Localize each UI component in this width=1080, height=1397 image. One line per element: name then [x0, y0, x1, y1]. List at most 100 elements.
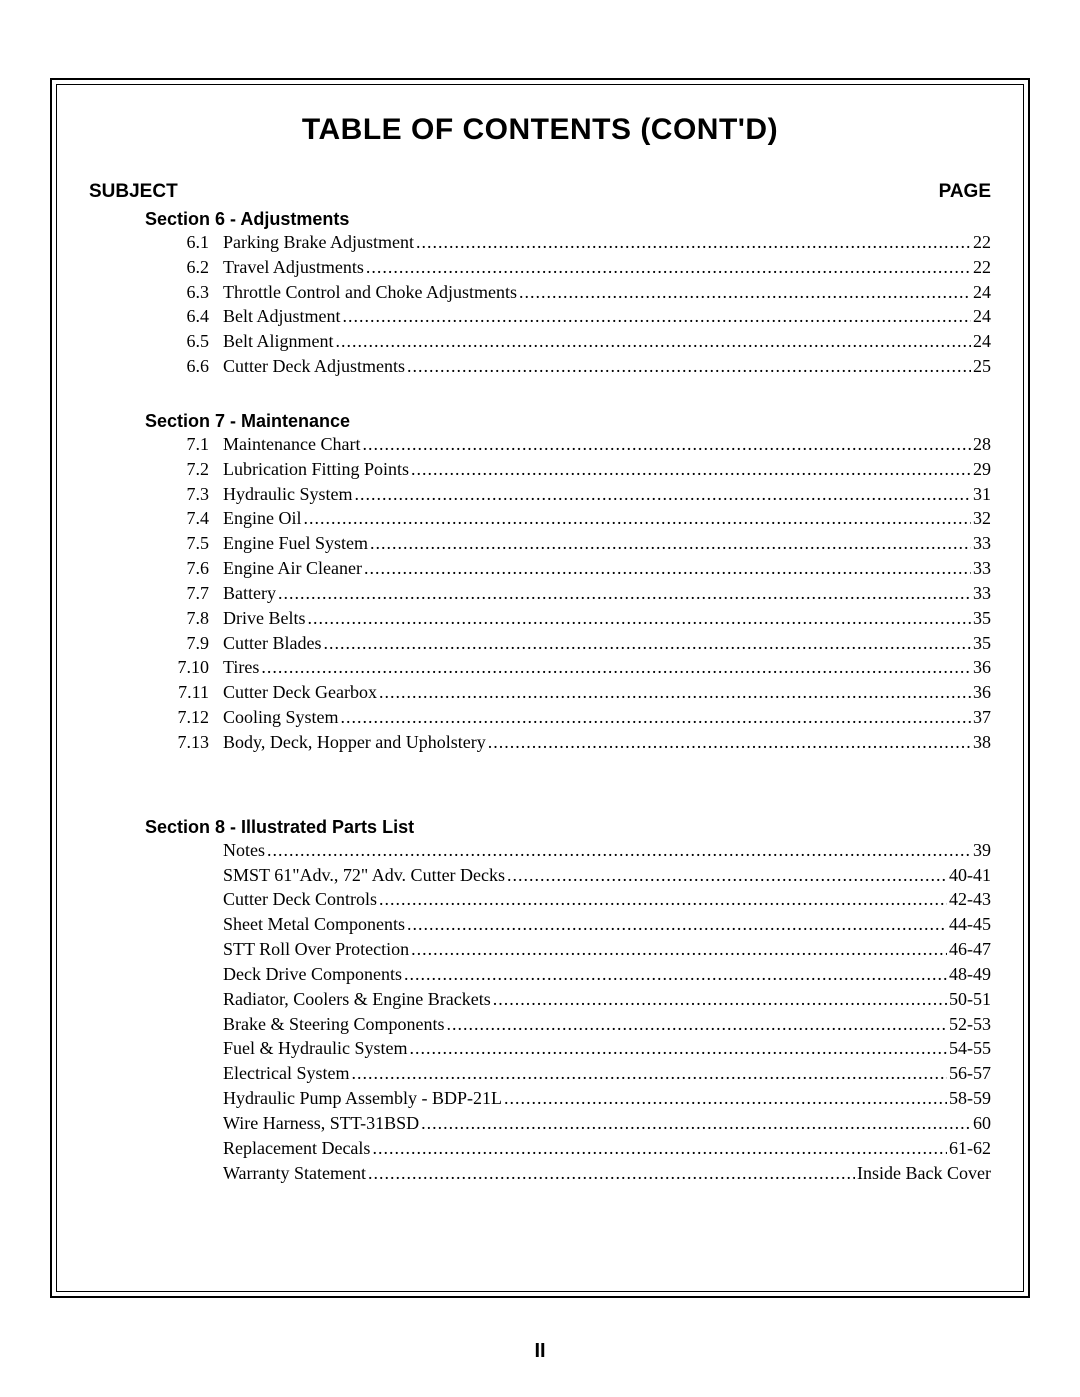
- entry-page: Inside Back Cover: [857, 1161, 991, 1186]
- entry-page: 32: [973, 506, 991, 531]
- toc-section: Section 8 - Illustrated Parts ListNotes3…: [87, 817, 993, 1186]
- toc-header-row: SUBJECT PAGE: [87, 181, 993, 203]
- entry-label: Hydraulic Pump Assembly - BDP-21L: [223, 1086, 502, 1111]
- toc-entry: Fuel & Hydraulic System54-55: [87, 1036, 993, 1061]
- entry-page: 61-62: [949, 1136, 991, 1161]
- entry-number: 7.4: [173, 506, 223, 531]
- toc-section: Section 7 - Maintenance7.1Maintenance Ch…: [87, 411, 993, 755]
- dot-leader: [341, 705, 971, 730]
- entry-label: Drive Belts: [223, 606, 306, 631]
- toc-entry: 7.1Maintenance Chart28: [87, 432, 993, 457]
- toc-entry: 6.4Belt Adjustment24: [87, 304, 993, 329]
- entry-page: 24: [973, 329, 991, 354]
- toc-entry: Notes 39: [87, 838, 993, 863]
- section-heading: Section 7 - Maintenance: [145, 411, 993, 432]
- entry-page: 48-49: [949, 962, 991, 987]
- dot-leader: [343, 304, 971, 329]
- entry-number: 7.12: [173, 705, 223, 730]
- entry-label: Sheet Metal Components: [223, 912, 405, 937]
- dot-leader: [379, 887, 947, 912]
- entry-page: 36: [973, 655, 991, 680]
- entry-page: 36: [973, 680, 991, 705]
- entry-label: Parking Brake Adjustment: [223, 230, 414, 255]
- entry-page: 44-45: [949, 912, 991, 937]
- entry-number: 6.2: [173, 255, 223, 280]
- entry-page: 33: [973, 556, 991, 581]
- entry-page: 58-59: [949, 1086, 991, 1111]
- dot-leader: [364, 556, 971, 581]
- entry-page: 35: [973, 631, 991, 656]
- entry-number: 7.10: [173, 655, 223, 680]
- dot-leader: [362, 432, 971, 457]
- dot-leader: [323, 631, 971, 656]
- entry-page: 60: [973, 1111, 991, 1136]
- dot-leader: [446, 1012, 947, 1037]
- toc-entry: 7.10Tires 36: [87, 655, 993, 680]
- dot-leader: [308, 606, 972, 631]
- entry-label: Cooling System: [223, 705, 339, 730]
- entry-label: Lubrication Fitting Points: [223, 457, 409, 482]
- entry-label: Battery: [223, 581, 276, 606]
- inner-frame: TABLE OF CONTENTS (CONT'D) SUBJECT PAGE …: [56, 84, 1024, 1292]
- entry-label: STT Roll Over Protection: [223, 937, 409, 962]
- entry-page: 24: [973, 280, 991, 305]
- entry-number: 7.9: [173, 631, 223, 656]
- toc-entry: SMST 61"Adv., 72" Adv. Cutter Decks 40-41: [87, 863, 993, 888]
- entry-page: 39: [973, 838, 991, 863]
- dot-leader: [411, 937, 947, 962]
- entry-label: Radiator, Coolers & Engine Brackets: [223, 987, 491, 1012]
- entry-page: 50-51: [949, 987, 991, 1012]
- page-container: TABLE OF CONTENTS (CONT'D) SUBJECT PAGE …: [0, 0, 1080, 1397]
- entry-label: Belt Adjustment: [223, 304, 341, 329]
- entry-label: Hydraulic System: [223, 482, 352, 507]
- toc-entry: 7.7Battery33: [87, 581, 993, 606]
- dot-leader: [351, 1061, 947, 1086]
- entry-number: 6.6: [173, 354, 223, 379]
- entry-label: Body, Deck, Hopper and Upholstery: [223, 730, 486, 755]
- toc-entry: 7.9Cutter Blades 35: [87, 631, 993, 656]
- toc-entry: 7.2Lubrication Fitting Points29: [87, 457, 993, 482]
- dot-leader: [278, 581, 971, 606]
- entry-page: 56-57: [949, 1061, 991, 1086]
- entry-page: 40-41: [949, 863, 991, 888]
- toc-entry: 6.5Belt Alignment24: [87, 329, 993, 354]
- entry-label: Cutter Blades: [223, 631, 321, 656]
- entry-label: Engine Air Cleaner: [223, 556, 362, 581]
- entry-label: Cutter Deck Adjustments: [223, 354, 405, 379]
- dot-leader: [404, 962, 947, 987]
- toc-entry: 6.1Parking Brake Adjustment 22: [87, 230, 993, 255]
- entry-number: 7.13: [173, 730, 223, 755]
- entry-page: 22: [973, 230, 991, 255]
- toc-entry: Replacement Decals61-62: [87, 1136, 993, 1161]
- entry-page: 22: [973, 255, 991, 280]
- toc-entry: 7.5Engine Fuel System33: [87, 531, 993, 556]
- entry-label: SMST 61"Adv., 72" Adv. Cutter Decks: [223, 863, 505, 888]
- toc-entry: 7.3Hydraulic System31: [87, 482, 993, 507]
- toc-entry: Brake & Steering Components52-53: [87, 1012, 993, 1037]
- entry-page: 31: [973, 482, 991, 507]
- entry-label: Cutter Deck Controls: [223, 887, 377, 912]
- dot-leader: [519, 280, 971, 305]
- toc-entry: Sheet Metal Components 44-45: [87, 912, 993, 937]
- dot-leader: [368, 1161, 855, 1186]
- toc-entry: Cutter Deck Controls 42-43: [87, 887, 993, 912]
- entry-label: Warranty Statement: [223, 1161, 366, 1186]
- entry-label: Throttle Control and Choke Adjustments: [223, 280, 517, 305]
- entry-label: Cutter Deck Gearbox: [223, 680, 377, 705]
- entry-label: Tires: [223, 655, 259, 680]
- entry-page: 35: [973, 606, 991, 631]
- dot-leader: [493, 987, 947, 1012]
- toc-entry: 7.4Engine Oil32: [87, 506, 993, 531]
- dot-leader: [379, 680, 971, 705]
- toc-entry: STT Roll Over Protection46-47: [87, 937, 993, 962]
- entry-number: 6.1: [173, 230, 223, 255]
- toc-entry: Wire Harness, STT-31BSD60: [87, 1111, 993, 1136]
- toc-entry: 6.3Throttle Control and Choke Adjustment…: [87, 280, 993, 305]
- dot-leader: [267, 838, 971, 863]
- entry-page: 42-43: [949, 887, 991, 912]
- dot-leader: [504, 1086, 947, 1111]
- entry-page: 52-53: [949, 1012, 991, 1037]
- dot-leader: [261, 655, 971, 680]
- entry-label: Notes: [223, 838, 265, 863]
- entry-number: 7.6: [173, 556, 223, 581]
